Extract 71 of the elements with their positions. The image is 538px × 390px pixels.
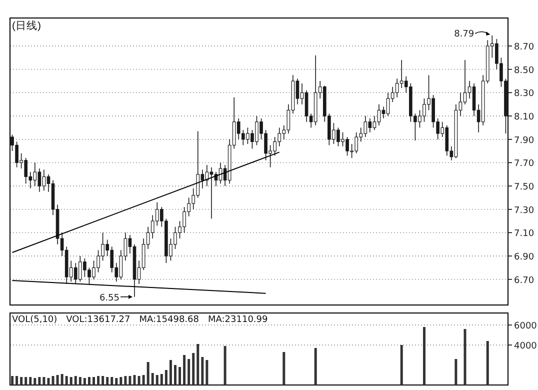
annotation: VOL:13617.27 [66, 315, 130, 325]
y-tick-label: 6.70 [514, 276, 534, 286]
bar [124, 376, 127, 385]
y-tick-label: 8.50 [514, 66, 534, 76]
bar [65, 376, 68, 385]
bar [20, 377, 23, 385]
bar [188, 359, 190, 385]
bar [206, 360, 208, 385]
y-tick-label: 6.90 [514, 252, 534, 262]
y-tick-label: 7.10 [514, 229, 534, 240]
bar [224, 346, 226, 385]
bar [92, 377, 95, 385]
bar [314, 348, 317, 385]
chart-title: (日线) [12, 19, 41, 32]
annotation: 6.55 [99, 293, 120, 304]
bar [74, 376, 77, 385]
y-tick-label: 6000 [514, 322, 538, 332]
bar [400, 345, 403, 385]
annotation: MA:15498.68 [139, 315, 200, 325]
bar [178, 367, 182, 385]
annotation: MA:23110.99 [208, 315, 268, 325]
bar [282, 352, 286, 385]
bar [70, 377, 72, 385]
y-tick-label: 7.70 [514, 159, 534, 170]
bar [454, 359, 458, 385]
bar [24, 377, 28, 385]
y-tick-label: 7.30 [514, 206, 534, 216]
bar [486, 341, 489, 385]
bar [196, 344, 200, 385]
y-tick-label: 8.30 [514, 89, 534, 100]
bar [47, 378, 50, 385]
bar [128, 376, 132, 385]
bar [201, 357, 204, 385]
bar [156, 375, 158, 385]
bar [183, 355, 186, 385]
bar [160, 374, 163, 385]
bar [29, 377, 32, 385]
bar [78, 377, 82, 385]
bar [142, 375, 145, 385]
bar [42, 377, 46, 385]
y-tick-label: 8.70 [514, 42, 534, 52]
bar [164, 370, 168, 385]
annotation: VOL(5,10) [12, 315, 58, 325]
bar [16, 376, 18, 385]
bar [120, 377, 122, 385]
bar [138, 376, 140, 385]
bar [38, 377, 41, 385]
y-tick-label: 7.90 [514, 136, 534, 146]
bar [169, 360, 172, 385]
bar [115, 378, 118, 385]
bar [97, 376, 100, 385]
bar [56, 375, 59, 385]
bar [146, 362, 150, 385]
y-tick-label: 4000 [514, 342, 538, 352]
bar [11, 376, 14, 385]
bar [192, 353, 195, 385]
bar [102, 376, 104, 385]
bar [423, 327, 426, 385]
bar [88, 377, 90, 385]
bar [83, 378, 86, 385]
bar [60, 374, 64, 385]
y-tick-label: 8.10 [514, 112, 534, 122]
bar [174, 365, 176, 385]
annotation: 8.79 [454, 30, 474, 40]
bar [52, 376, 54, 385]
bar [110, 377, 114, 385]
bar [106, 377, 109, 385]
bar [34, 378, 36, 385]
bar [464, 329, 466, 385]
bar [151, 373, 154, 385]
y-tick-label: 7.50 [514, 182, 534, 192]
